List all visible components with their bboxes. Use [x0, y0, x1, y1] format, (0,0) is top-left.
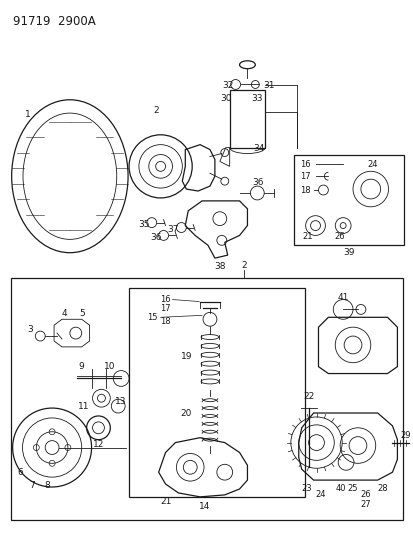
Text: 7: 7 [29, 481, 35, 489]
Text: 1: 1 [24, 110, 30, 118]
Text: 40: 40 [335, 484, 346, 494]
Text: 11: 11 [78, 401, 89, 410]
Text: 30: 30 [219, 94, 231, 103]
Text: 16: 16 [299, 160, 310, 169]
Text: 6: 6 [18, 467, 24, 477]
Text: 15: 15 [147, 313, 158, 322]
Text: 17: 17 [299, 172, 310, 181]
Text: 5: 5 [78, 309, 84, 318]
Bar [129, 288, 304, 497]
Text: 4: 4 [61, 309, 66, 318]
Text: 24: 24 [314, 490, 325, 499]
Text: 12: 12 [93, 440, 104, 449]
Text: 35: 35 [138, 220, 149, 229]
Text: 26: 26 [334, 232, 345, 241]
Text: 2: 2 [241, 261, 247, 270]
Text: 25: 25 [347, 484, 357, 494]
Text: 41: 41 [337, 293, 348, 302]
Text: 17: 17 [160, 304, 171, 313]
Text: 36: 36 [150, 233, 161, 242]
Text: 8: 8 [44, 481, 50, 489]
Text: 16: 16 [160, 295, 171, 304]
Text: 33: 33 [251, 94, 262, 103]
Text: 14: 14 [199, 502, 210, 511]
Text: 38: 38 [214, 262, 225, 271]
Text: 21: 21 [159, 497, 171, 506]
Text: 31: 31 [263, 81, 274, 90]
Text: 37: 37 [167, 225, 179, 234]
Text: 13: 13 [115, 397, 127, 406]
Bar [11, 278, 402, 520]
Text: 22: 22 [302, 392, 313, 401]
Text: 21: 21 [301, 232, 312, 241]
Text: 20: 20 [180, 408, 192, 417]
Text: 34: 34 [253, 144, 264, 153]
Text: 28: 28 [376, 484, 387, 494]
Text: 36: 36 [252, 177, 263, 187]
Text: 18: 18 [160, 317, 171, 326]
Text: 18: 18 [299, 185, 310, 195]
Text: 27: 27 [360, 500, 370, 509]
Text: 26: 26 [360, 490, 370, 499]
Text: 2: 2 [152, 106, 158, 115]
Text: 29: 29 [399, 431, 410, 440]
Text: 24: 24 [367, 160, 377, 169]
Text: 91719  2900A: 91719 2900A [13, 15, 95, 28]
Bar [293, 155, 404, 245]
Bar [229, 91, 265, 148]
Text: 3: 3 [27, 325, 33, 334]
Text: 23: 23 [301, 484, 311, 494]
Text: 10: 10 [103, 362, 115, 371]
Text: 39: 39 [342, 248, 354, 257]
Text: 32: 32 [221, 81, 233, 90]
Text: 19: 19 [180, 352, 192, 361]
Text: 9: 9 [78, 362, 84, 371]
